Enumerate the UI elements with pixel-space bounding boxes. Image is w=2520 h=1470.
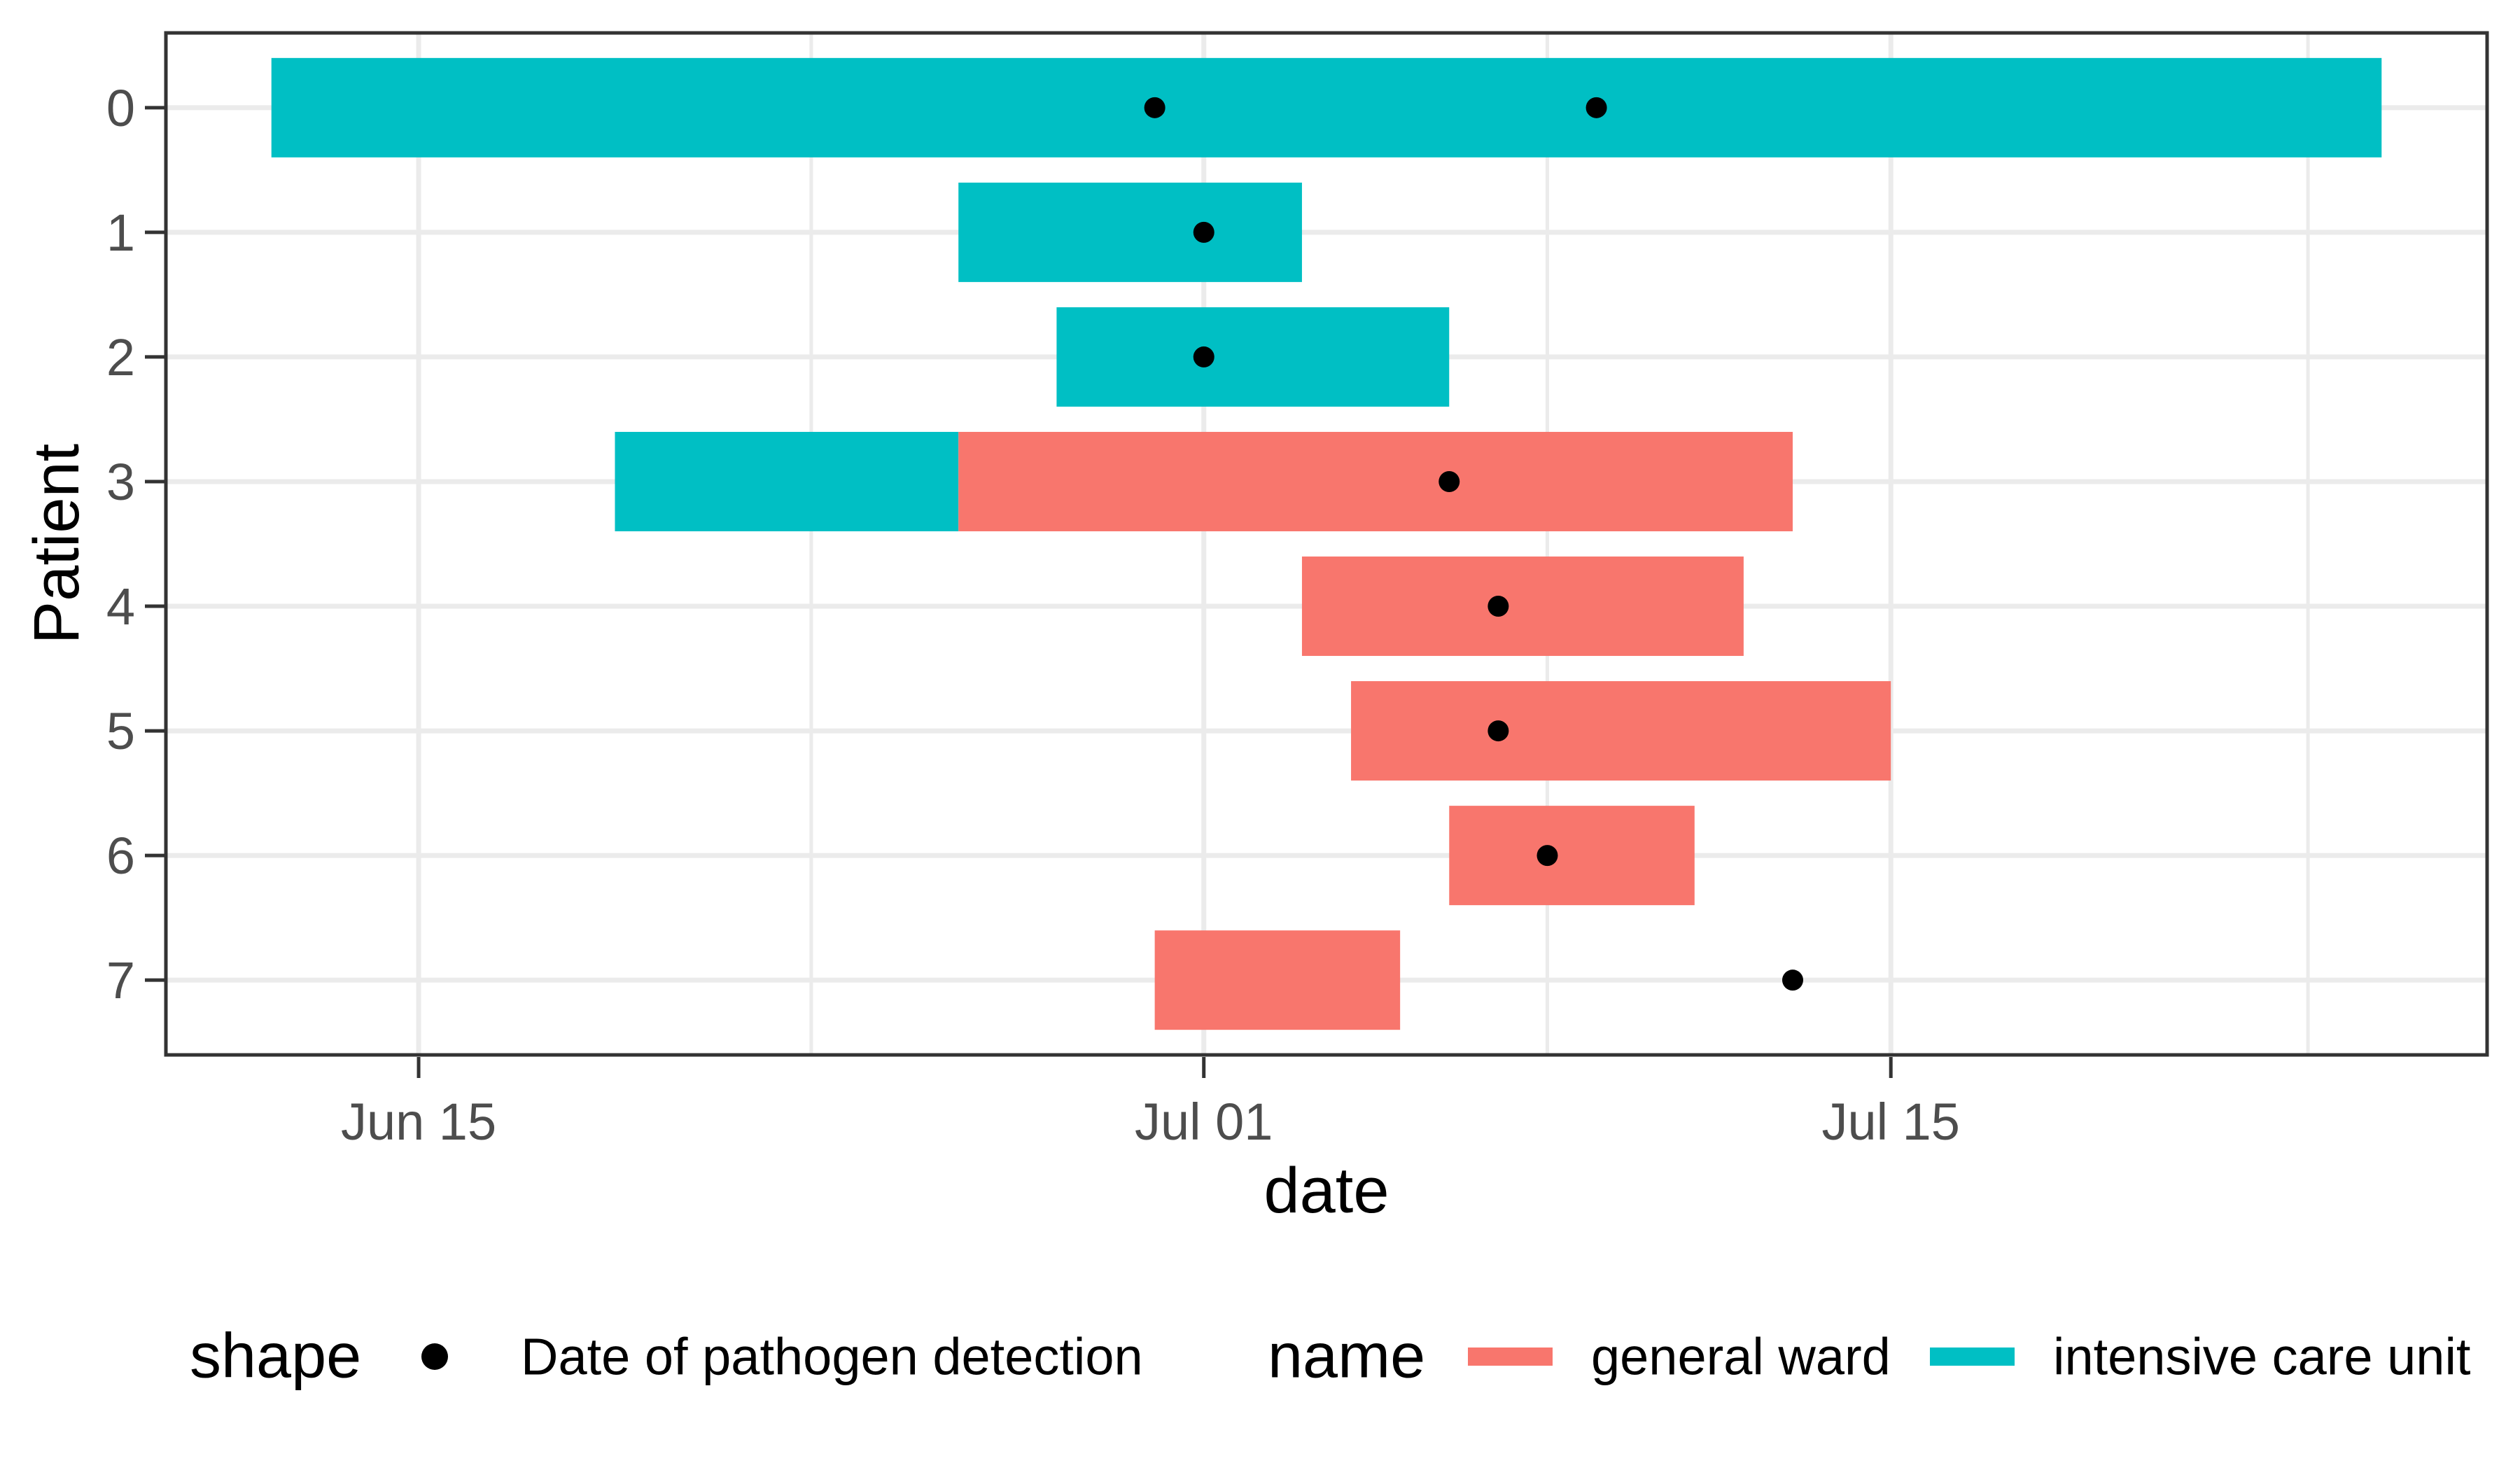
y-tick-label-7: 7: [106, 951, 135, 1009]
x-tick-label-jul-15: Jul 15: [1821, 1093, 1959, 1151]
patient-1-stay-bar-intensive-care-unit: [958, 182, 1302, 282]
y-tick-label-1: 1: [106, 204, 135, 262]
patient-2-stay-bar-intensive-care-unit: [1056, 307, 1450, 407]
grid-layer: [166, 33, 2487, 1055]
x-axis-title: date: [1264, 1155, 1389, 1226]
patient-0-stay-bar-intensive-care-unit: [271, 57, 2382, 158]
y-tick-label-3: 3: [106, 453, 135, 511]
patient-7-stay-bar-general-ward: [1154, 930, 1401, 1030]
patient-2-detection-dot-jul-01: [1193, 346, 1214, 368]
stay-bars-layer: [271, 57, 2382, 1030]
y-tick-label-2: 2: [106, 328, 135, 386]
y-tick-label-6: 6: [106, 827, 135, 885]
x-tick-label-jul-01: Jul 01: [1135, 1093, 1273, 1151]
patient-3-stay-bar-intensive-care-unit: [615, 431, 959, 531]
x-tick-label-jun-15: Jun 15: [341, 1093, 496, 1151]
panel-border: [164, 31, 2489, 1057]
y-tick-label-4: 4: [106, 578, 135, 636]
patient-0-detection-dot-jun-30: [1144, 97, 1166, 118]
patient-3-stay-bar-general-ward: [958, 431, 1793, 531]
detection-dots-layer: [1144, 97, 1804, 991]
patient-4-stay-bar-general-ward: [1301, 556, 1744, 657]
patient-7-detection-dot-jul-13: [1782, 969, 1804, 991]
patient-1-detection-dot-jul-01: [1193, 221, 1214, 243]
y-axis-title: Patient: [21, 444, 92, 644]
axis-layer: Jun 15 Jul 01 Jul 15 0 1 2 3 4 5 6 7: [106, 79, 1960, 1151]
patient-5-stay-bar-general-ward: [1351, 681, 1891, 781]
y-tick-label-5: 5: [106, 702, 135, 760]
patient-6-detection-dot-jul-08: [1536, 845, 1558, 867]
patient-4-detection-dot-jul-07: [1488, 596, 1509, 617]
patient-5-detection-dot-jul-07: [1488, 720, 1509, 742]
patient-3-detection-dot-jul-06: [1438, 470, 1460, 492]
patient-6-stay-bar-general-ward: [1449, 806, 1695, 906]
y-tick-label-0: 0: [106, 79, 135, 137]
panel-frame-layer: [164, 31, 2489, 1057]
patient-0-detection-dot-jul-09: [1586, 97, 1607, 118]
